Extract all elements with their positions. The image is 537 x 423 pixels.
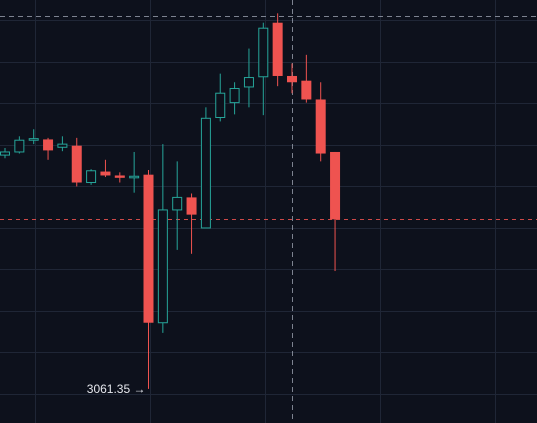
candle-body bbox=[100, 171, 111, 176]
candle-body bbox=[301, 80, 312, 100]
candle-body bbox=[28, 138, 39, 141]
candles bbox=[0, 13, 341, 389]
candle-body bbox=[243, 77, 254, 88]
candle-body bbox=[200, 117, 211, 229]
candle-up bbox=[172, 161, 183, 250]
candle-up bbox=[243, 48, 254, 108]
candle-up bbox=[258, 22, 269, 116]
candle-body bbox=[0, 151, 10, 156]
candle-down bbox=[100, 159, 111, 178]
candle-up bbox=[229, 82, 240, 115]
candle-body bbox=[258, 27, 269, 78]
candle-down bbox=[301, 54, 312, 103]
candle-body bbox=[287, 75, 297, 83]
candle-up bbox=[28, 129, 39, 145]
candle-body bbox=[114, 175, 125, 178]
candle-body bbox=[14, 139, 25, 153]
candle-down bbox=[330, 151, 341, 272]
candle-up bbox=[57, 136, 68, 152]
candle-down bbox=[272, 13, 283, 87]
candle-body bbox=[157, 209, 168, 324]
arrow-right-icon: → bbox=[133, 381, 146, 396]
candle-down bbox=[114, 172, 125, 183]
low-price-label: 3061.35 → bbox=[87, 382, 146, 396]
candle-down bbox=[287, 63, 297, 94]
candle-down bbox=[186, 193, 197, 254]
candle-body bbox=[43, 139, 54, 151]
candle-down bbox=[43, 137, 54, 160]
candle-body bbox=[172, 196, 183, 211]
candle-up bbox=[129, 151, 140, 193]
candle-body bbox=[186, 197, 197, 215]
candle-up bbox=[200, 107, 211, 229]
candle-up bbox=[14, 136, 25, 154]
candle-body bbox=[86, 170, 97, 184]
candle-up bbox=[215, 73, 226, 122]
candle-down bbox=[71, 137, 82, 187]
candle-down bbox=[143, 169, 154, 389]
candle-body bbox=[57, 143, 68, 148]
candle-body bbox=[215, 92, 226, 118]
low-price-value: 3061.35 bbox=[86, 381, 131, 396]
candle-up bbox=[0, 148, 10, 159]
candle-body bbox=[143, 174, 154, 323]
candle-body bbox=[229, 88, 240, 104]
candle-body bbox=[71, 145, 82, 183]
candle-up bbox=[86, 169, 97, 185]
candle-body bbox=[272, 22, 283, 76]
candle-body bbox=[315, 99, 326, 154]
candle-body bbox=[129, 175, 140, 179]
candle-body bbox=[330, 151, 341, 220]
candle-up bbox=[157, 144, 168, 333]
candle-down bbox=[315, 82, 326, 162]
